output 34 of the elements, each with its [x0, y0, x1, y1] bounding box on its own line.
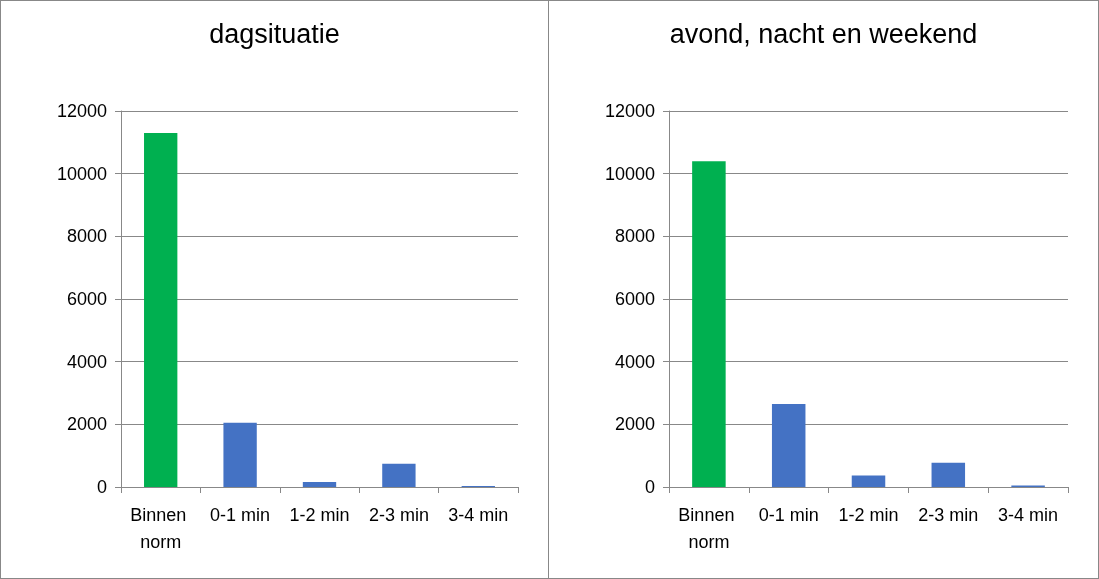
y-tick-label: 6000: [614, 289, 655, 309]
bar: [931, 462, 966, 487]
y-tick-label: 0: [96, 477, 107, 497]
y-tick-label: 8000: [66, 226, 107, 247]
bar: [144, 132, 178, 487]
chart-title: avond, nacht en weekend: [669, 18, 978, 49]
x-tick-label: Binnen norm: [678, 504, 740, 552]
x-tick-label: 1-2 min: [289, 504, 350, 525]
y-tick-label: 0: [644, 477, 655, 497]
x-tick-label: 3-4 min: [998, 504, 1059, 525]
y-tick-label: 10000: [56, 163, 107, 184]
y-tick-label: 8000: [614, 226, 655, 247]
y-tick-label: 12000: [604, 101, 655, 121]
x-tick-label: Binnen norm: [130, 504, 192, 552]
bar: [223, 422, 257, 487]
x-tick-label: 2-3 min: [918, 504, 979, 525]
x-tick-label: 3-4 min: [448, 504, 509, 525]
y-tick-label: 4000: [614, 351, 655, 372]
y-tick-label: 4000: [66, 351, 107, 372]
x-tick-label: 2-3 min: [368, 504, 429, 525]
y-tick-label: 2000: [66, 414, 107, 435]
bar: [692, 161, 726, 487]
y-tick-label: 10000: [604, 163, 655, 184]
y-tick-label: 2000: [614, 414, 655, 435]
bar: [771, 403, 806, 487]
y-tick-label: 6000: [66, 289, 107, 309]
chart-title: dagsituatie: [209, 18, 340, 49]
x-tick-label: 0-1 min: [210, 504, 271, 525]
x-tick-label: 0-1 min: [758, 504, 819, 525]
y-tick-label: 12000: [56, 101, 107, 121]
bar: [851, 475, 886, 487]
x-tick-label: 1-2 min: [838, 504, 899, 525]
bar: [382, 463, 416, 487]
bar: [302, 481, 337, 487]
